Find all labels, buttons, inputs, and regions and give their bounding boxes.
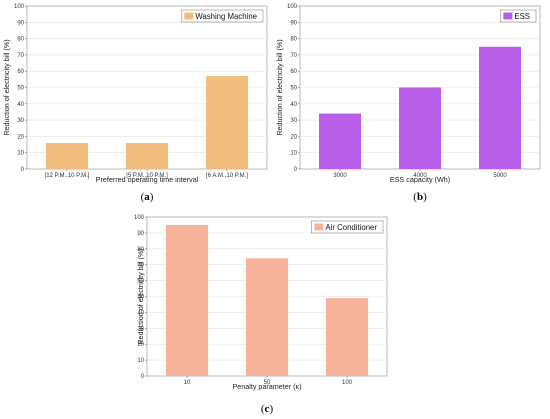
y-tick-label: 0 bbox=[141, 374, 145, 380]
y-tick-label: 80 bbox=[290, 37, 297, 43]
y-tick-label: 10 bbox=[17, 151, 24, 157]
bar bbox=[319, 113, 361, 169]
x-tick-label: 100 bbox=[342, 380, 353, 386]
legend-swatch bbox=[184, 12, 194, 20]
y-tick-label: 30 bbox=[137, 326, 144, 332]
y-tick-label: 90 bbox=[17, 20, 24, 26]
y-tick-label: 50 bbox=[137, 295, 144, 301]
panel-caption: (a) bbox=[141, 191, 154, 203]
y-tick-label: 60 bbox=[290, 69, 297, 75]
y-tick-label: 90 bbox=[137, 231, 144, 237]
y-tick-label: 40 bbox=[137, 310, 144, 316]
caption-close: ) bbox=[423, 191, 427, 203]
y-tick-label: 70 bbox=[17, 53, 24, 59]
bar bbox=[46, 142, 88, 169]
x-tick-label: 4000 bbox=[413, 173, 427, 179]
bar bbox=[206, 76, 248, 169]
caption-letter: b bbox=[417, 191, 423, 203]
y-tick-label: 100 bbox=[14, 4, 25, 10]
caption-open: ( bbox=[413, 191, 417, 203]
bar bbox=[166, 224, 208, 376]
y-tick-label: 20 bbox=[17, 134, 24, 140]
legend-swatch bbox=[503, 12, 513, 20]
legend-swatch bbox=[314, 223, 324, 231]
legend-label: ESS bbox=[514, 12, 530, 21]
caption-letter: a bbox=[144, 191, 150, 203]
x-tick-label: [6 A.M.,10 P.M.] bbox=[206, 173, 248, 179]
legend-frame bbox=[311, 220, 384, 234]
bar bbox=[399, 87, 441, 169]
y-axis-label: Reduction of electricity bill (%) bbox=[2, 39, 11, 135]
y-tick-label: 100 bbox=[134, 215, 145, 221]
x-tick-label: 5000 bbox=[493, 173, 507, 179]
y-axis-label: Reduction of electricity bill (%) bbox=[275, 39, 284, 135]
x-axis-label: Preferred operating time interval bbox=[96, 175, 199, 184]
y-tick-label: 10 bbox=[137, 358, 144, 364]
y-tick-label: 60 bbox=[137, 279, 144, 285]
x-tick-label: 10 bbox=[184, 380, 191, 386]
chart-a: 0 10 20 30 40 50 60 70 80 90 100 [12 P.M.,10 P.M.] [… bbox=[2, 4, 268, 203]
y-tick-label: 30 bbox=[290, 118, 297, 124]
caption-close: ) bbox=[269, 403, 273, 415]
panel-caption: (c) bbox=[261, 403, 274, 415]
chart-b: 0 10 20 30 40 50 60 70 80 90 100 3000 4000 5000 ESS ca… bbox=[275, 4, 541, 203]
legend-frame bbox=[181, 9, 264, 23]
y-tick-label: 30 bbox=[17, 118, 24, 124]
y-tick-label: 60 bbox=[17, 69, 24, 75]
x-axis-label: ESS capacity (Wh) bbox=[390, 175, 450, 184]
caption-close: ) bbox=[150, 191, 154, 203]
y-tick-label: 40 bbox=[17, 102, 24, 108]
y-tick-label: 50 bbox=[17, 86, 24, 92]
y-axis-label: Reduction of electricity bill (%) bbox=[136, 248, 145, 344]
x-tick-label: 3000 bbox=[333, 173, 347, 179]
caption-letter: c bbox=[265, 403, 270, 415]
bar bbox=[326, 298, 368, 376]
panel-caption: (b) bbox=[413, 191, 427, 203]
caption-open: ( bbox=[261, 403, 265, 415]
chart-c: 0 10 20 30 40 50 60 70 80 90 100 10 50 100 Penalty par… bbox=[134, 215, 388, 415]
legend: ESS bbox=[500, 9, 537, 23]
y-tick-label: 90 bbox=[290, 20, 297, 26]
y-tick-label: 0 bbox=[21, 167, 25, 173]
x-tick-label: [12 P.M.,10 P.M.] bbox=[45, 173, 90, 179]
x-axis-label: Penalty parameter (κ) bbox=[232, 382, 301, 391]
y-tick-label: 70 bbox=[137, 263, 144, 269]
legend-label: Air Conditioner bbox=[325, 223, 377, 232]
y-tick-label: 80 bbox=[17, 37, 24, 43]
y-tick-label: 20 bbox=[290, 134, 297, 140]
legend: Washing Machine bbox=[181, 9, 264, 23]
y-tick-label: 0 bbox=[294, 167, 298, 173]
y-tick-label: 50 bbox=[290, 86, 297, 92]
y-tick-label: 10 bbox=[290, 151, 297, 157]
y-tick-label: 80 bbox=[137, 247, 144, 253]
y-tick-label: 70 bbox=[290, 53, 297, 59]
bar bbox=[246, 258, 288, 376]
x-tick-label: [5 P.M.,10 P.M.] bbox=[126, 173, 168, 179]
y-tick-label: 20 bbox=[137, 342, 144, 348]
y-tick-label: 40 bbox=[290, 102, 297, 108]
bar bbox=[126, 142, 168, 169]
legend-label: Washing Machine bbox=[195, 12, 257, 21]
caption-open: ( bbox=[141, 191, 145, 203]
x-tick-label: 50 bbox=[264, 380, 271, 386]
bar bbox=[479, 46, 521, 169]
y-tick-label: 100 bbox=[287, 4, 298, 10]
legend: Air Conditioner bbox=[311, 220, 384, 234]
